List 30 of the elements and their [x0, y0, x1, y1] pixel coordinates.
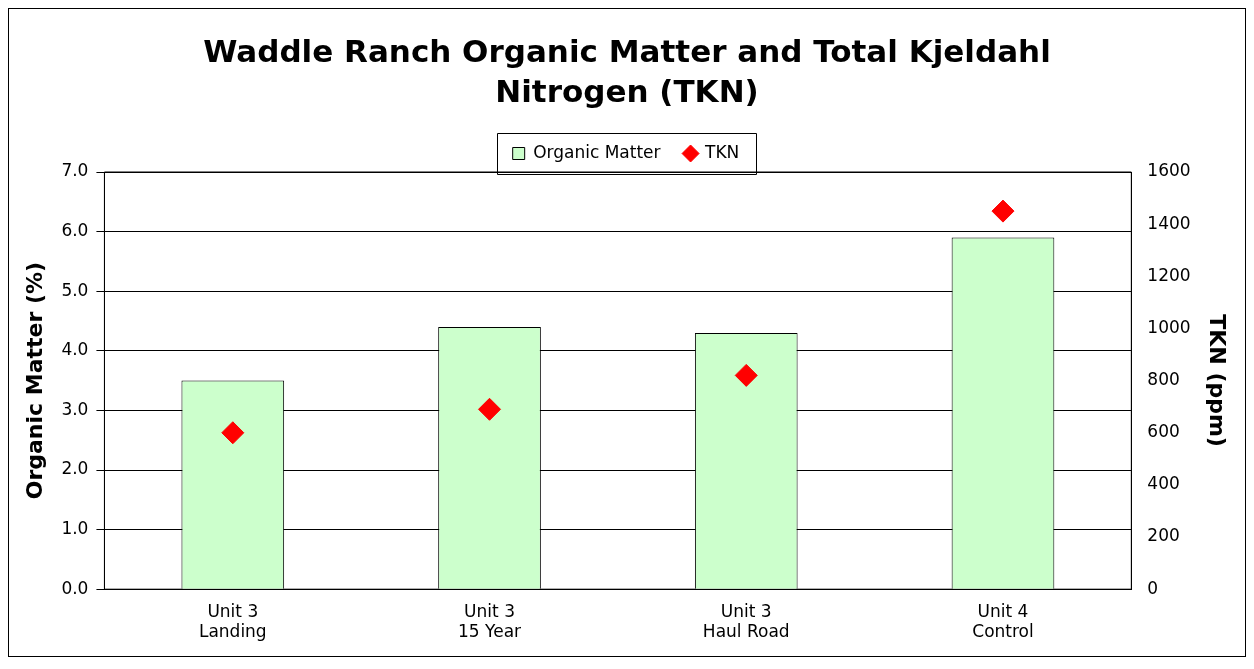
y2-tick-label: 400	[1147, 473, 1180, 494]
y2-tick-label: 1200	[1147, 264, 1191, 285]
point	[478, 397, 502, 421]
y2-tick-label: 600	[1147, 421, 1180, 442]
y-tick-label: 0.0	[61, 577, 89, 598]
y-tick-label: 2.0	[61, 458, 89, 479]
y2-tick-label: 200	[1147, 525, 1180, 546]
point	[734, 363, 758, 387]
y2-tick-label: 1000	[1147, 316, 1191, 337]
y2-tick-label: 800	[1147, 369, 1180, 390]
y-tick-label: 4.0	[61, 339, 89, 360]
y2-tick-label: 1400	[1147, 212, 1191, 233]
legend-label: TKN	[704, 141, 740, 162]
y2-tick-label: 1600	[1147, 160, 1191, 181]
x-tick-label: Unit 3 Haul Road	[702, 600, 790, 642]
y-axis-title: Organic Matter (%)	[21, 261, 47, 500]
point	[991, 199, 1015, 223]
x-tick-label: Unit 4 Control	[972, 600, 1034, 642]
point	[221, 421, 245, 445]
y-tick-label: 6.0	[61, 220, 89, 241]
y2-axis-title: TKN (ppm)	[1205, 314, 1231, 447]
y-tick-label: 5.0	[61, 279, 89, 300]
y-tick-label: 3.0	[61, 398, 89, 419]
x-tick-label: Unit 3 15 Year	[458, 600, 522, 642]
y-tick-label: 7.0	[61, 160, 89, 181]
y-tick-label: 1.0	[61, 518, 89, 539]
legend-label: Organic Matter	[533, 141, 661, 162]
x-tick-label: Unit 3 Landing	[198, 600, 267, 642]
y2-tick-label: 0	[1147, 577, 1159, 598]
chart-title: Waddle Ranch Organic Matter and Total Kjeldahl Nitrogen (TKN)	[202, 32, 1052, 111]
